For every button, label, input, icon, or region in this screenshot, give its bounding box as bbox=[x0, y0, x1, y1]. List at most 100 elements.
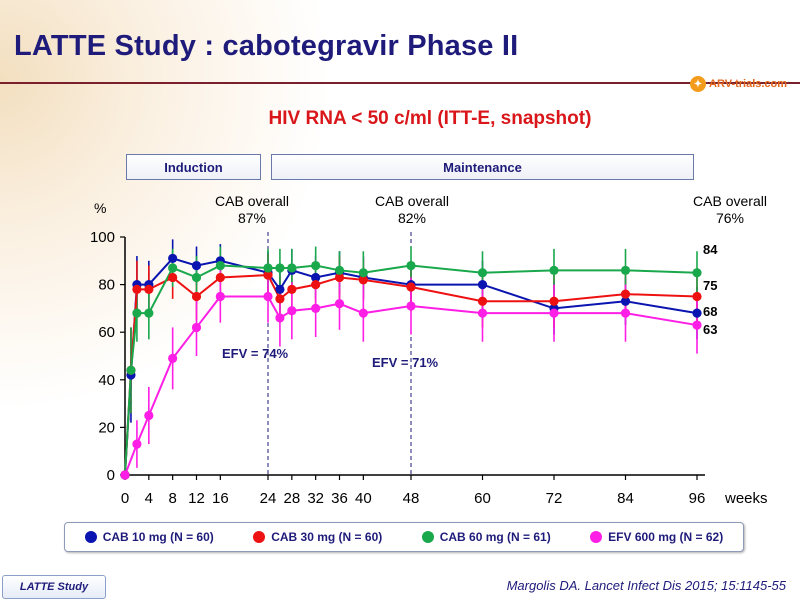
data-point bbox=[334, 265, 345, 275]
cab-overall-24-label: CAB overall bbox=[215, 193, 289, 209]
data-point bbox=[263, 263, 273, 273]
data-point bbox=[477, 280, 488, 290]
data-point bbox=[144, 308, 154, 318]
data-point bbox=[334, 299, 345, 309]
x-tick-label: 96 bbox=[689, 490, 706, 507]
x-tick-label: 48 bbox=[403, 490, 420, 507]
data-point bbox=[132, 439, 142, 449]
legend-label-cab10: CAB 10 mg (N = 60) bbox=[102, 530, 214, 544]
legend-label-cab60: CAB 60 mg (N = 61) bbox=[439, 530, 551, 544]
data-point bbox=[358, 275, 368, 285]
data-point bbox=[692, 308, 702, 318]
data-point bbox=[692, 268, 702, 278]
cab-overall-48-value: 82% bbox=[397, 210, 427, 226]
data-point bbox=[311, 280, 321, 290]
data-point bbox=[168, 272, 178, 283]
data-point bbox=[275, 263, 285, 273]
x-tick-label: 32 bbox=[307, 490, 324, 507]
data-point bbox=[311, 260, 321, 271]
data-point bbox=[620, 289, 631, 299]
cab-overall-24: CAB overall 87% bbox=[202, 193, 302, 227]
data-point bbox=[620, 265, 631, 275]
data-point bbox=[477, 268, 488, 278]
data-point bbox=[144, 410, 154, 421]
x-tick-label: 36 bbox=[331, 490, 348, 507]
legend-label-cab30: CAB 30 mg (N = 60) bbox=[271, 530, 383, 544]
x-tick-label: 16 bbox=[212, 490, 229, 507]
legend-label-efv600: EFV 600 mg (N = 62) bbox=[608, 530, 724, 544]
data-point bbox=[406, 301, 416, 311]
data-point bbox=[144, 284, 154, 294]
data-point bbox=[215, 272, 225, 283]
legend-dot-cab30 bbox=[253, 531, 266, 543]
cab-overall-96-label: CAB overall bbox=[693, 193, 767, 209]
phase-induction: Induction bbox=[126, 154, 261, 180]
data-point bbox=[191, 322, 202, 333]
x-tick-label: 28 bbox=[283, 490, 300, 507]
efv-24-annotation: EFV = 74% bbox=[222, 346, 289, 361]
arv-trials-logo: ✦ ARV-trials.com bbox=[690, 76, 787, 92]
y-tick-label: 80 bbox=[98, 277, 115, 294]
citation: Margolis DA. Lancet Infect Dis 2015; 15:… bbox=[506, 578, 786, 593]
x-axis-label: weeks bbox=[724, 490, 768, 507]
x-tick-label: 72 bbox=[546, 490, 563, 507]
cab-overall-96-value: 76% bbox=[715, 210, 745, 226]
data-point bbox=[549, 265, 559, 275]
data-point bbox=[120, 470, 130, 480]
data-point bbox=[477, 296, 488, 306]
data-point bbox=[215, 291, 225, 302]
data-point bbox=[168, 253, 178, 264]
y-axis-label: % bbox=[94, 200, 107, 216]
x-tick-label: 8 bbox=[168, 490, 176, 507]
slide-title: LATTE Study : cabotegravir Phase II bbox=[14, 30, 519, 62]
data-point bbox=[692, 291, 702, 302]
data-point bbox=[275, 294, 285, 304]
y-tick-label: 20 bbox=[98, 419, 115, 436]
data-point bbox=[620, 296, 631, 306]
data-point bbox=[215, 260, 225, 271]
y-tick-label: 60 bbox=[98, 324, 115, 341]
logo-mark-icon: ✦ bbox=[690, 76, 706, 92]
data-point bbox=[358, 268, 368, 278]
cab-overall-24-value: 87% bbox=[237, 210, 267, 226]
data-point bbox=[620, 308, 631, 318]
data-point bbox=[191, 260, 202, 271]
end-value-68: 68 bbox=[703, 304, 718, 319]
data-point bbox=[275, 284, 285, 294]
data-point bbox=[287, 284, 297, 294]
data-point bbox=[191, 272, 202, 283]
data-point bbox=[132, 308, 142, 318]
data-point bbox=[287, 263, 297, 273]
data-point bbox=[311, 303, 321, 313]
data-point bbox=[168, 263, 178, 273]
study-tag: LATTE Study bbox=[2, 575, 106, 599]
legend-item-cab60: CAB 60 mg (N = 61) bbox=[421, 530, 551, 544]
x-tick-label: 24 bbox=[260, 490, 277, 507]
data-point bbox=[168, 353, 178, 363]
cab-overall-96: CAB overall 76% bbox=[680, 193, 780, 227]
data-point bbox=[287, 306, 297, 316]
data-point bbox=[126, 365, 136, 375]
data-point bbox=[406, 260, 416, 271]
end-value-75: 75 bbox=[703, 278, 718, 293]
efv-48-annotation: EFV = 71% bbox=[372, 355, 439, 370]
chart-legend: CAB 10 mg (N = 60) CAB 30 mg (N = 60) CA… bbox=[64, 522, 744, 552]
x-tick-label: 4 bbox=[145, 490, 153, 507]
data-point bbox=[275, 313, 285, 323]
x-tick-label: 12 bbox=[188, 490, 205, 507]
logo-text: ARV-trials.com bbox=[709, 78, 788, 90]
data-point bbox=[406, 282, 416, 292]
data-point bbox=[692, 320, 702, 330]
legend-item-cab30: CAB 30 mg (N = 60) bbox=[253, 530, 382, 544]
data-point bbox=[263, 270, 273, 280]
data-point bbox=[477, 308, 488, 318]
data-point bbox=[263, 291, 273, 302]
data-point bbox=[334, 272, 345, 283]
data-point bbox=[191, 291, 202, 302]
legend-item-efv600: EFV 600 mg (N = 62) bbox=[590, 530, 723, 544]
x-tick-label: 0 bbox=[121, 490, 129, 507]
cab-overall-48-label: CAB overall bbox=[375, 193, 449, 209]
data-point bbox=[132, 284, 142, 294]
